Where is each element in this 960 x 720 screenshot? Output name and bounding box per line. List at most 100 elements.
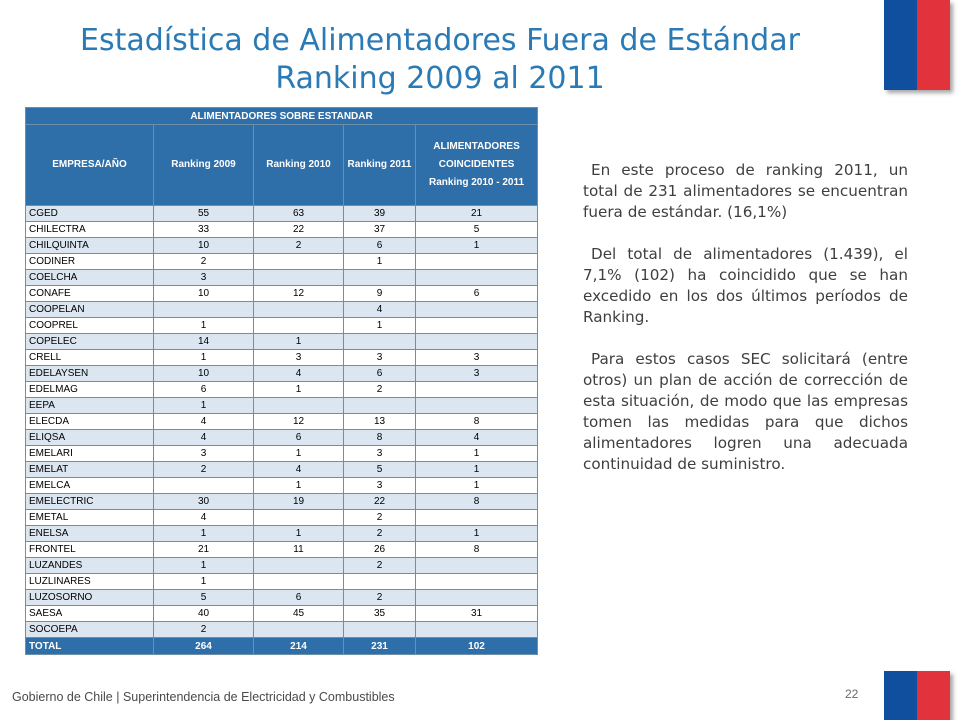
cell-coincident: 8 (414, 413, 539, 430)
cell-ranking-2011: 8 (343, 429, 416, 446)
cell-company: EEPA (25, 397, 154, 414)
table-row: CHILQUINTA 10 2 6 1 (25, 237, 539, 254)
flag-blue-stripe-bottom (884, 671, 917, 720)
cell-coincident (414, 621, 539, 638)
table-row: SOCOEPA 2 (25, 621, 539, 638)
total-label: TOTAL (25, 637, 154, 655)
cell-coincident: 1 (414, 525, 539, 542)
cell-company: LUZANDES (25, 557, 154, 574)
table-row: FRONTEL 21 11 26 8 (25, 541, 539, 558)
cell-company: CRELL (25, 349, 154, 366)
cell-coincident (414, 589, 539, 606)
cell-company: LUZLINARES (25, 573, 154, 590)
cell-company: SOCOEPA (25, 621, 154, 638)
cell-ranking-2011: 3 (343, 445, 416, 462)
cell-ranking-2009: 4 (153, 413, 254, 430)
cell-ranking-2009: 1 (153, 573, 254, 590)
cell-coincident: 6 (414, 285, 539, 302)
cell-coincident (414, 317, 539, 334)
cell-company: CODINER (25, 253, 154, 270)
cell-ranking-2010 (253, 621, 344, 638)
cell-coincident (414, 397, 539, 414)
cell-company: ELECDA (25, 413, 154, 430)
cell-ranking-2010: 45 (253, 605, 344, 622)
table-row: LUZOSORNO 5 6 2 (25, 589, 539, 606)
cell-ranking-2011: 2 (343, 381, 416, 398)
total-coincident: 102 (414, 637, 539, 655)
cell-company: CHILQUINTA (25, 237, 154, 254)
cell-coincident (414, 333, 539, 350)
cell-coincident: 3 (414, 365, 539, 382)
page-number: 22 (845, 687, 859, 701)
cell-company: COPELEC (25, 333, 154, 350)
cell-ranking-2010: 6 (253, 589, 344, 606)
table-row: CRELL 1 3 3 3 (25, 349, 539, 366)
cell-ranking-2011: 1 (343, 317, 416, 334)
cell-ranking-2010 (253, 253, 344, 270)
cell-ranking-2009: 33 (153, 221, 254, 238)
cell-company: EDELAYSEN (25, 365, 154, 382)
table-row: EMETAL 4 2 (25, 509, 539, 526)
title-line-1: Estadística de Alimentadores Fuera de Es… (80, 23, 800, 58)
cell-company: COELCHA (25, 269, 154, 286)
cell-company: CGED (25, 205, 154, 222)
cell-ranking-2009: 14 (153, 333, 254, 350)
cell-ranking-2009: 5 (153, 589, 254, 606)
cell-ranking-2009: 1 (153, 557, 254, 574)
cell-ranking-2011: 26 (343, 541, 416, 558)
table-row: COELCHA 3 (25, 269, 539, 286)
table-row: CGED 55 63 39 21 (25, 205, 539, 222)
table-row: EMELCA 1 3 1 (25, 477, 539, 494)
cell-ranking-2010: 12 (253, 413, 344, 430)
cell-ranking-2011: 2 (343, 525, 416, 542)
flag-red-stripe (917, 0, 950, 90)
cell-ranking-2010: 1 (253, 525, 344, 542)
cell-ranking-2011: 2 (343, 509, 416, 526)
cell-ranking-2009: 1 (153, 349, 254, 366)
cell-ranking-2010: 1 (253, 381, 344, 398)
header-ranking-2009: Ranking 2009 (153, 124, 254, 206)
table-row: ELIQSA 4 6 8 4 (25, 429, 539, 446)
cell-ranking-2010: 12 (253, 285, 344, 302)
paragraph-1: En este proceso de ranking 2011, un tota… (583, 161, 908, 221)
cell-ranking-2009: 30 (153, 493, 254, 510)
table-row: EMELAT 2 4 5 1 (25, 461, 539, 478)
cell-ranking-2009: 1 (153, 397, 254, 414)
cell-ranking-2009: 40 (153, 605, 254, 622)
cell-coincident: 8 (414, 493, 539, 510)
cell-ranking-2011: 3 (343, 477, 416, 494)
cell-coincident (414, 253, 539, 270)
cell-ranking-2011: 2 (343, 557, 416, 574)
cell-ranking-2009: 1 (153, 317, 254, 334)
table-row: EDELMAG 6 1 2 (25, 381, 539, 398)
cell-ranking-2009: 10 (153, 365, 254, 382)
cell-coincident: 1 (414, 461, 539, 478)
cell-ranking-2009: 2 (153, 253, 254, 270)
table-row: LUZANDES 1 2 (25, 557, 539, 574)
cell-ranking-2010: 19 (253, 493, 344, 510)
title-line-2: Ranking 2009 al 2011 (275, 61, 605, 96)
cell-company: ENELSA (25, 525, 154, 542)
table-row: COPELEC 14 1 (25, 333, 539, 350)
cell-ranking-2010: 22 (253, 221, 344, 238)
cell-company: FRONTEL (25, 541, 154, 558)
cell-ranking-2009: 10 (153, 237, 254, 254)
cell-company: CHILECTRA (25, 221, 154, 238)
cell-ranking-2011 (343, 573, 416, 590)
cell-ranking-2010: 1 (253, 445, 344, 462)
cell-ranking-2010: 11 (253, 541, 344, 558)
cell-ranking-2010 (253, 397, 344, 414)
cell-ranking-2011 (343, 621, 416, 638)
cell-company: EMELECTRIC (25, 493, 154, 510)
cell-ranking-2011: 1 (343, 253, 416, 270)
cell-company: EMELAT (25, 461, 154, 478)
table-row: EMELECTRIC 30 19 22 8 (25, 493, 539, 510)
header-ranking-2010: Ranking 2010 (253, 124, 344, 206)
paragraph-3: Para estos casos SEC solicitará (entre o… (583, 350, 908, 473)
flag-red-stripe-bottom (917, 671, 950, 720)
cell-coincident: 4 (414, 429, 539, 446)
header-coincident: ALIMENTADORES COINCIDENTES Ranking 2010 … (414, 124, 539, 206)
cell-ranking-2011: 3 (343, 349, 416, 366)
ranking-table: ALIMENTADORES SOBRE ESTANDAR EMPRESA/AÑO… (24, 107, 539, 655)
cell-company: EMETAL (25, 509, 154, 526)
